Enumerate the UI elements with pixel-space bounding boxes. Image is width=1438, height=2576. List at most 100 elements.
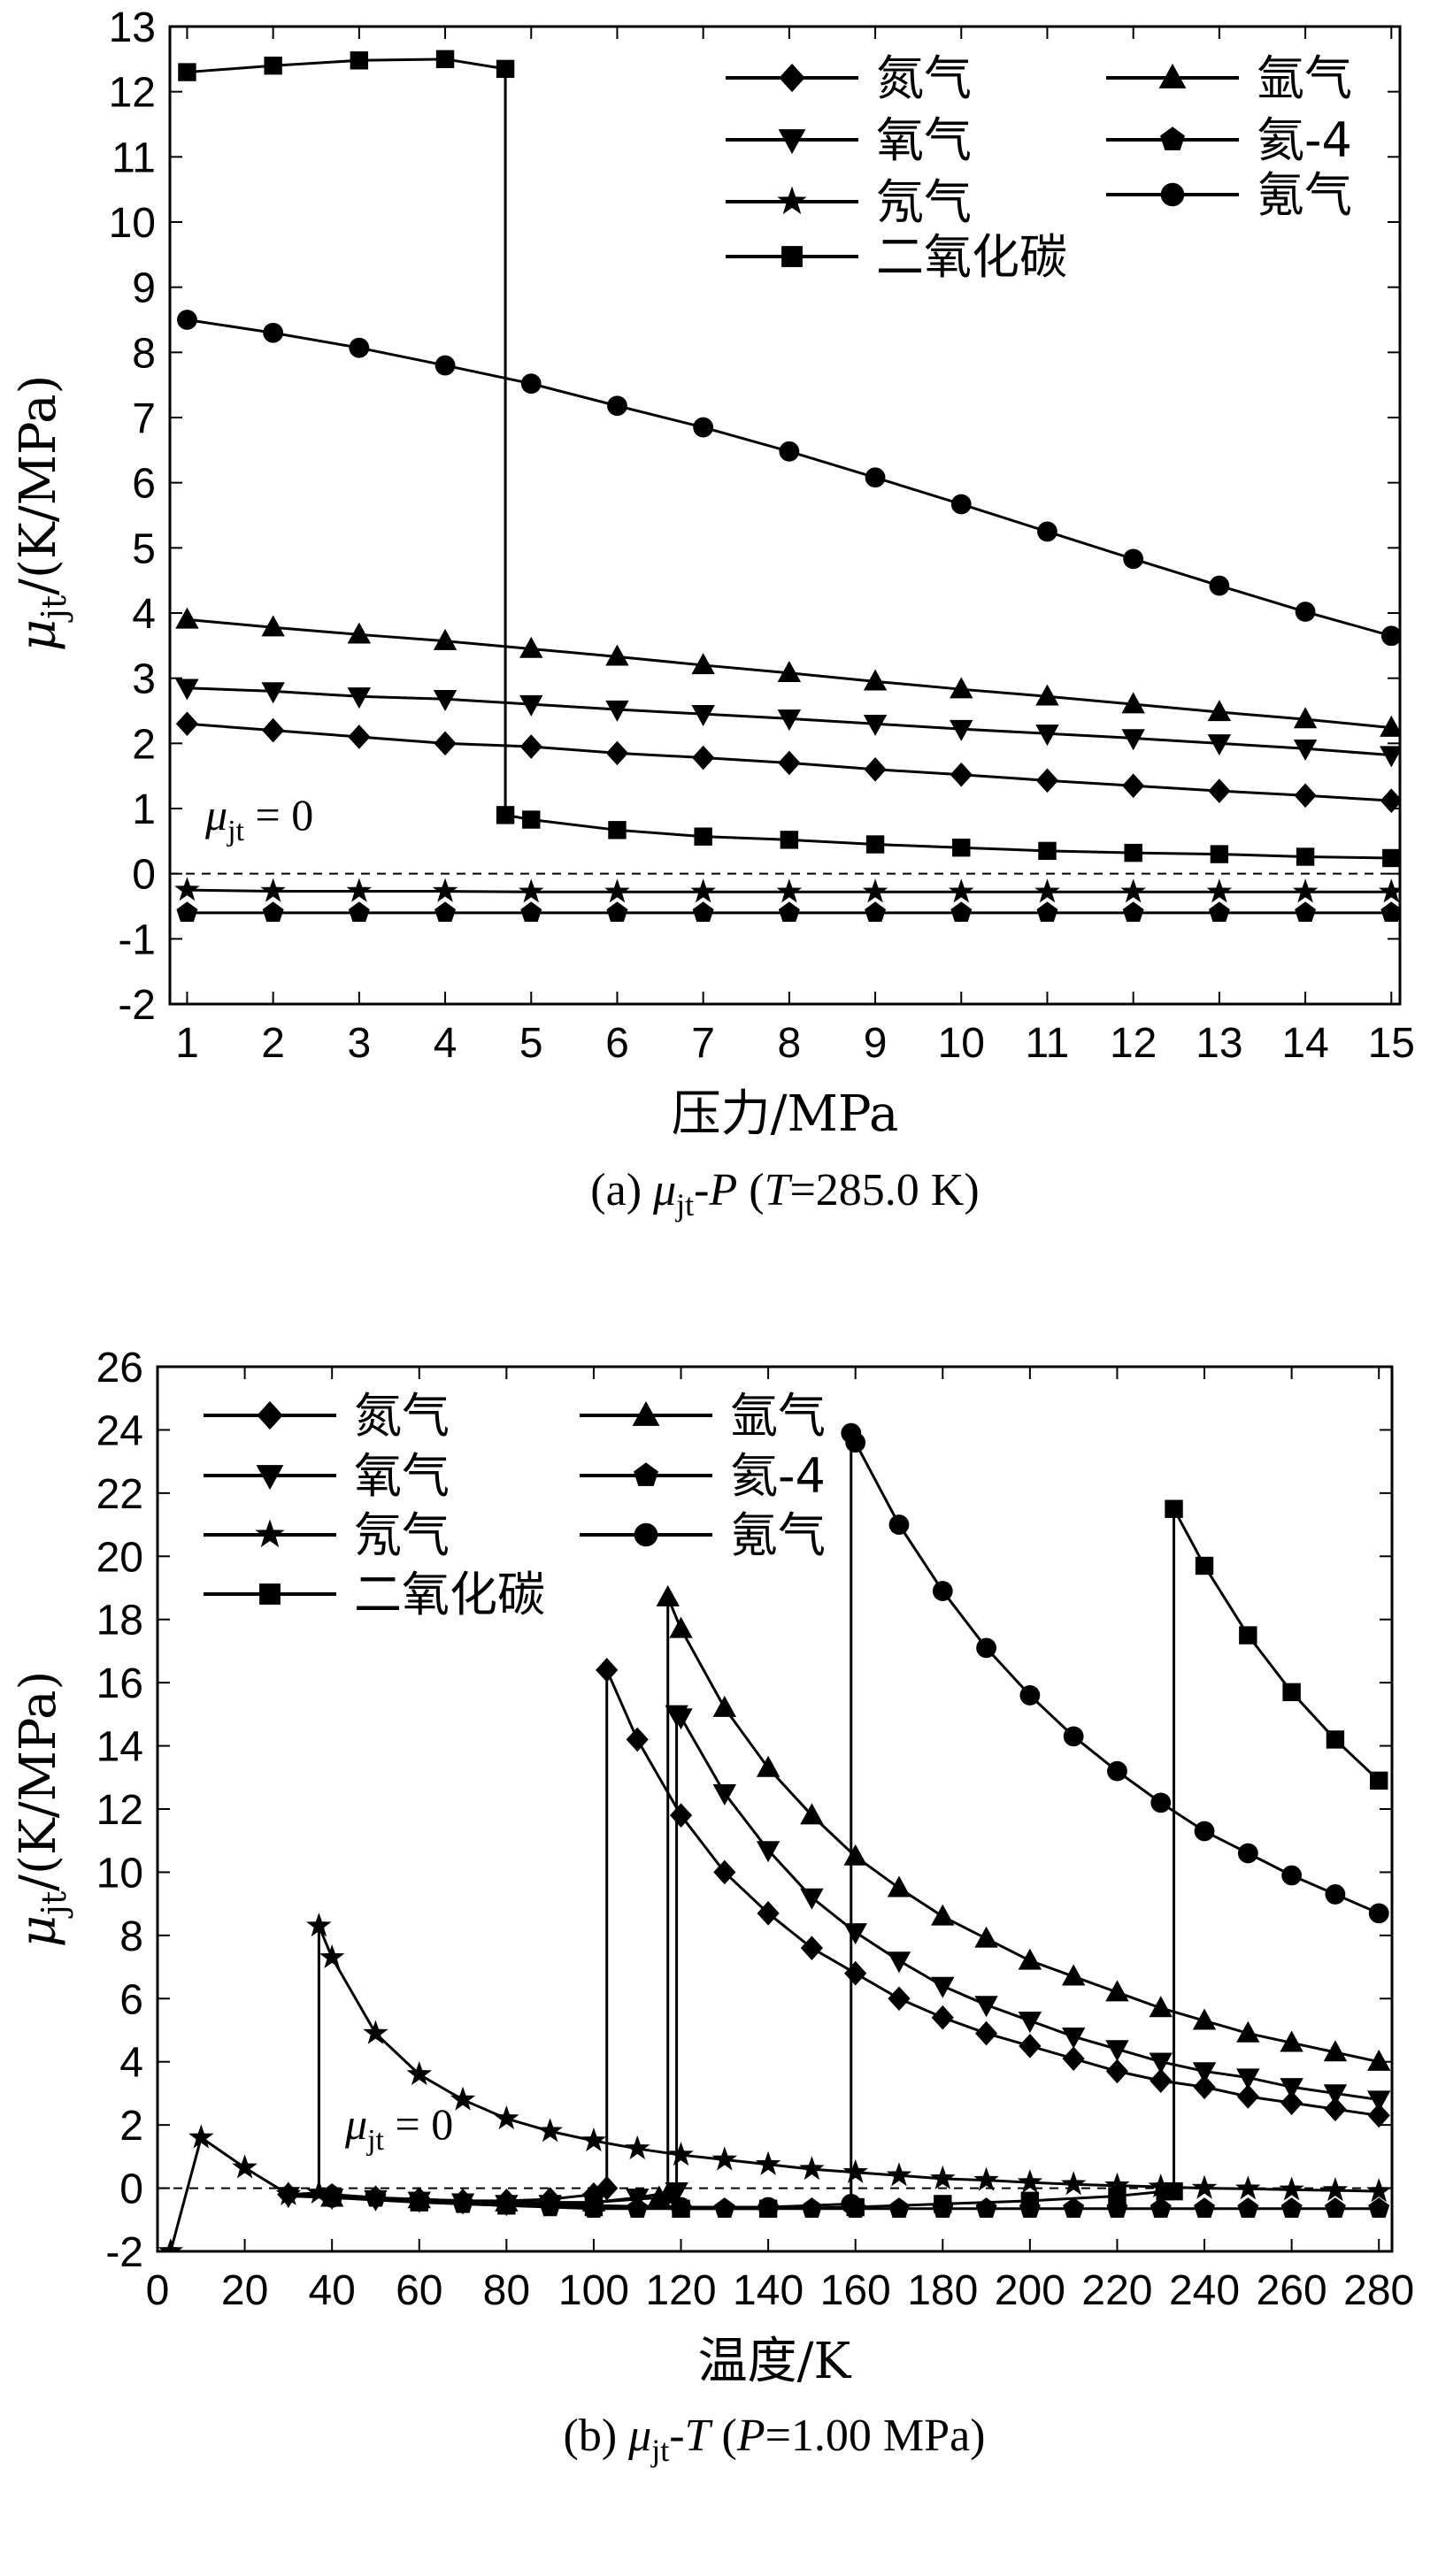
x-tick-label: 15 (1368, 1020, 1415, 1067)
data-point (435, 50, 455, 69)
data-point (1192, 2062, 1217, 2084)
data-point (1019, 1685, 1041, 1706)
y-tick-label: 20 (96, 1534, 143, 1581)
data-point (976, 1637, 996, 1659)
data-point (801, 2197, 823, 2218)
data-point (518, 878, 544, 903)
data-point (348, 724, 371, 749)
data-point (260, 878, 286, 902)
x-tick-label: 200 (995, 2267, 1065, 2314)
data-point (974, 1996, 998, 2018)
data-point (188, 2124, 214, 2149)
data-point (175, 607, 199, 629)
data-point (1105, 1980, 1129, 2002)
data-point (1165, 2181, 1183, 2201)
x-tick-label: 100 (558, 2267, 629, 2314)
data-point (671, 2196, 691, 2218)
legend-marker (259, 1583, 281, 1605)
data-point (975, 2197, 997, 2218)
data-point (1236, 2020, 1260, 2043)
data-point (1193, 2074, 1216, 2100)
legend-item: 二氧化碳 (204, 1567, 545, 1622)
data-point (780, 831, 799, 849)
data-point (232, 2154, 258, 2179)
series-pentagon (176, 901, 1400, 923)
x-tick-label: 12 (1110, 1020, 1157, 1067)
data-point (494, 2105, 519, 2130)
data-point (1326, 1730, 1345, 1749)
data-point (263, 322, 284, 343)
data-point (1018, 2012, 1042, 2034)
y-tick-label: 1 (132, 786, 156, 833)
data-point (888, 2197, 910, 2218)
y-tick-label: 9 (132, 265, 156, 312)
x-axis-label-b: 温度/K (698, 2333, 852, 2390)
data-point (799, 2156, 825, 2181)
data-point (1149, 1996, 1173, 2018)
data-point (275, 2181, 302, 2205)
data-point (1379, 878, 1400, 903)
data-point (845, 1432, 866, 1453)
data-point (800, 1936, 823, 1960)
axis-ticks-a: 1 2 3 4 5 6 7 8 9 10 11 12 13 14 15-2-1012345678910111… (109, 4, 1415, 1067)
data-point (520, 373, 542, 395)
data-point (175, 711, 199, 737)
legend-marker (778, 129, 806, 155)
data-point (1282, 1683, 1301, 1702)
data-point (537, 2118, 563, 2143)
series-group-a (174, 50, 1400, 923)
data-point (713, 1859, 736, 1885)
data-point (930, 2165, 956, 2189)
data-point (1195, 1556, 1214, 1576)
legend-label: 氖气 (354, 1507, 450, 1563)
data-point (306, 1913, 332, 1937)
data-point (757, 1901, 780, 1926)
data-point (1104, 2172, 1130, 2196)
data-point (347, 687, 372, 709)
data-point (1235, 2175, 1261, 2200)
x-tick-label: 220 (1081, 2267, 1152, 2314)
chart-panel-a: 1 2 3 4 5 6 7 8 9 10 11 12 13 14 15-2-1012345678910111… (10, 4, 1415, 1223)
y-tick-label: 2 (132, 721, 156, 768)
data-point (1191, 2174, 1218, 2199)
data-point (1380, 715, 1400, 737)
data-point (608, 821, 627, 840)
legend-marker (255, 1519, 285, 1548)
data-point (496, 806, 515, 824)
legend-marker (779, 63, 805, 93)
data-point (692, 901, 714, 923)
y-tick-label: -2 (118, 982, 156, 1029)
x-tick-label: 3 (347, 1020, 371, 1067)
data-point (1292, 878, 1319, 903)
data-point (1192, 2008, 1217, 2030)
data-point (262, 717, 285, 743)
x-tick-label: 140 (733, 2267, 804, 2314)
data-point (1236, 2084, 1259, 2109)
data-point (843, 1923, 867, 1945)
series-square (178, 50, 1400, 868)
data-point (1107, 1760, 1127, 1782)
data-point (950, 677, 973, 699)
x-tick-label: 40 (308, 2267, 355, 2314)
data-point (1035, 684, 1059, 706)
data-point (432, 878, 458, 902)
data-point (843, 1844, 867, 1866)
y-tick-label: 13 (109, 4, 156, 51)
series-triangle-down (175, 678, 1400, 768)
data-point (777, 709, 802, 732)
data-point (669, 1708, 693, 1730)
data-point (264, 57, 282, 75)
data-point (1019, 2197, 1041, 2218)
data-point (624, 2135, 650, 2160)
data-point (1035, 724, 1059, 747)
data-point (842, 2158, 868, 2183)
data-point (862, 878, 888, 903)
data-point (887, 1875, 911, 1898)
data-point (950, 494, 972, 515)
data-point (606, 901, 628, 923)
data-point (778, 750, 801, 776)
data-point (931, 1976, 955, 1998)
legend-marker (256, 1465, 284, 1491)
